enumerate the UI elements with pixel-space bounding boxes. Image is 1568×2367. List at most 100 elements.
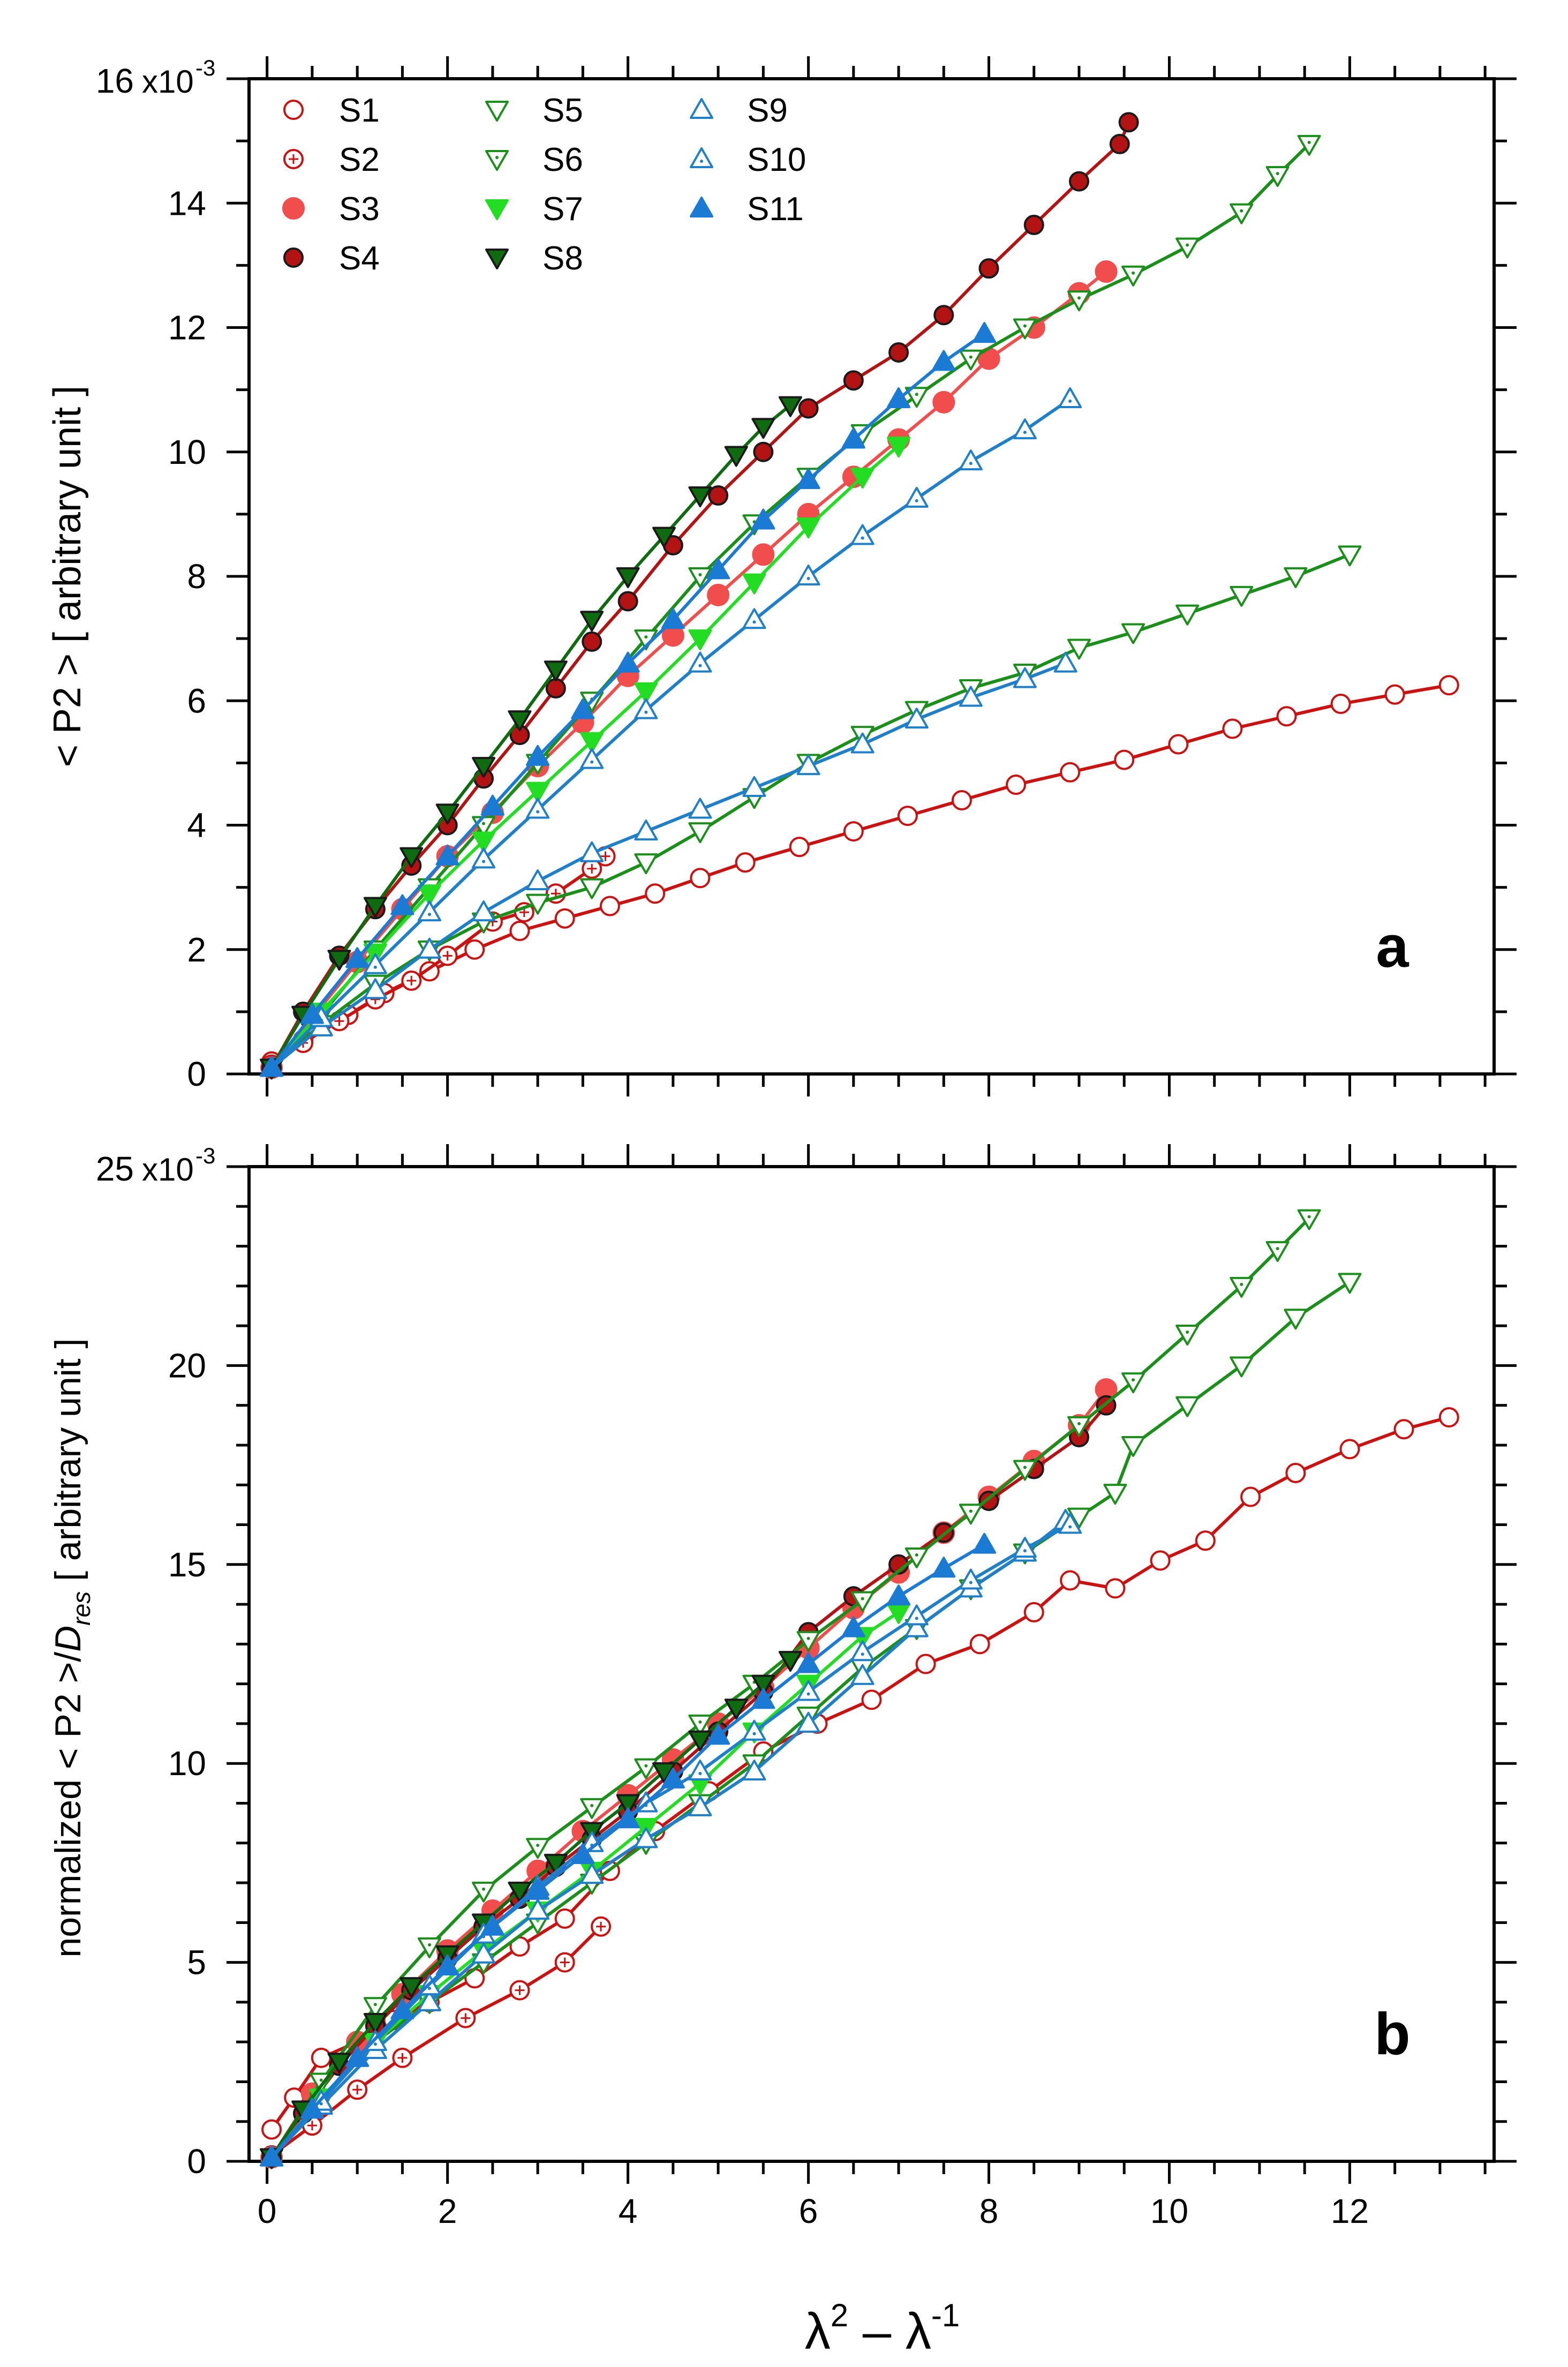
data-point-shape [742,1719,766,1741]
data-point [399,1977,424,1998]
y-tick-label: 10 [168,433,206,471]
data-point [571,1843,595,1865]
data-point-dot [536,810,540,814]
data-point-dot [1077,1422,1081,1425]
data-point-shape [363,2013,387,2034]
data-point-plus [334,1016,344,1026]
data-point [778,1651,802,1672]
data-point-shape [1265,166,1290,187]
data-point-shape [708,485,729,506]
data-point [796,468,820,490]
data-point-shape [751,508,775,530]
data-point [688,1760,712,1781]
data-point [417,937,441,959]
data-point-shape [973,322,997,343]
data-point [363,978,387,1000]
data-point-shape [1121,265,1145,287]
data-point [1109,133,1130,154]
data-point [464,939,485,960]
data-point-shape [1222,718,1243,739]
data-point [1230,1276,1254,1298]
legend-marker-shape [690,98,713,119]
y-exponent-base: x10 [142,1152,194,1188]
data-point-shape [1013,1537,1037,1558]
data-point-dot [1307,140,1311,144]
data-point [582,631,602,652]
series-s6 [260,134,1321,1080]
data-point-dot [1132,271,1135,275]
series-line [270,1416,1450,2131]
legend-item-s10: S10 [690,141,806,178]
legend-label: S7 [542,191,583,228]
data-point-shape [300,1003,324,1024]
data-point-shape [850,732,875,754]
data-point-shape [417,884,441,906]
data-point-dot [1307,1215,1311,1219]
data-point-plus [406,975,417,986]
series-s1 [261,675,1459,1072]
data-point [260,1056,284,1077]
data-point-shape [417,900,441,922]
data-point [1175,604,1200,626]
series-s3 [260,260,1118,1079]
legend-item-s3: S3 [282,191,380,228]
data-point [904,387,929,408]
data-point [591,1916,612,1937]
data-point [904,1616,929,1637]
data-point [932,390,955,414]
data-point [1023,1602,1044,1622]
data-point-dot [806,577,810,580]
legend-marker [283,149,304,169]
data-point [417,1990,441,2011]
data-point-shape [599,896,620,916]
legend-marker [283,247,304,268]
series-line [270,1217,1310,2159]
legend-label: S8 [542,240,583,277]
data-point [1284,1309,1308,1330]
data-point [850,732,875,754]
data-point-dot [1276,1246,1279,1250]
data-point-shape [472,1942,496,1964]
data-point [509,920,530,941]
data-point-shape [1384,684,1405,705]
data-point-shape [1175,604,1200,626]
data-point-shape [634,698,658,719]
data-point [526,745,550,766]
data-point-shape [1175,237,1200,259]
data-point [904,1547,929,1568]
data-point [1230,1356,1254,1378]
data-point-shape [1013,667,1037,688]
data-point [751,1688,775,1709]
data-point-shape [789,837,810,858]
data-point-shape [742,776,766,797]
data-point-shape [1023,1602,1044,1622]
data-point-dot [644,635,648,639]
data-point [887,1584,911,1606]
data-point-shape [752,543,775,566]
data-point [1013,418,1037,440]
legend-marker-shape [282,197,305,220]
data-point-shape [904,387,929,408]
data-point-shape [951,790,972,811]
x-tick-label: 12 [1331,2192,1369,2230]
data-point [798,398,819,419]
plot-frame [247,77,1496,1076]
y-tick-label: 0 [187,1055,206,1093]
data-point-shape [363,978,387,1000]
data-point [634,1827,658,1848]
data-point [1121,1436,1145,1457]
data-point [472,1881,496,1903]
data-point [1393,1419,1414,1440]
legend-marker-shape [485,150,509,171]
data-point-plus [352,2085,363,2095]
y-tick-label: 0 [187,2142,206,2181]
data-point-shape [399,847,424,868]
data-point-shape [526,1838,550,1859]
data-point [706,558,730,580]
data-point-dot [482,1887,486,1891]
data-point-shape [932,350,956,371]
data-point-shape [932,1557,956,1578]
data-point [850,468,875,489]
data-point-shape [1023,214,1044,235]
data-point [509,1980,530,2001]
